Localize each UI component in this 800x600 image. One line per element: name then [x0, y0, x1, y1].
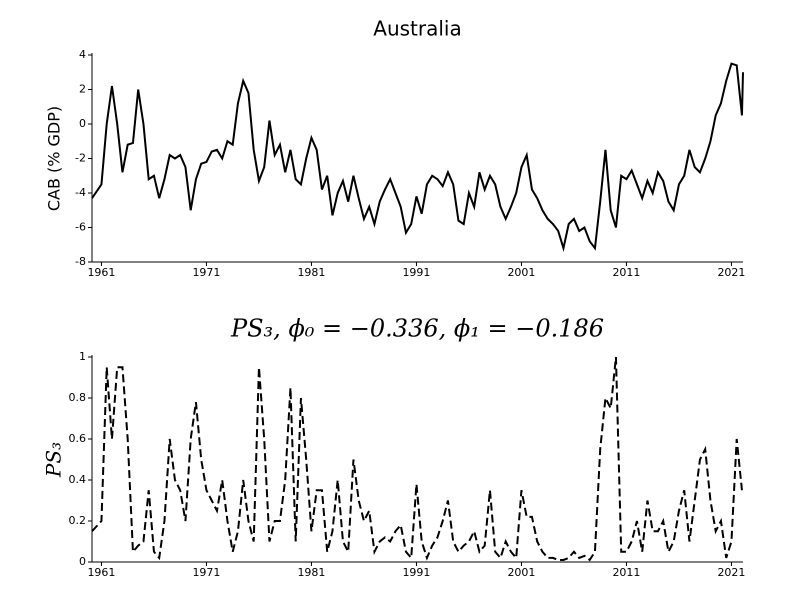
x-tick-label: 2021 — [717, 566, 745, 579]
y-tick-label: 4 — [79, 48, 86, 61]
x-tick-label: 1991 — [402, 266, 430, 279]
chart-title: PS₃, ϕ₀ = −0.336, ϕ₁ = −0.186 — [230, 315, 604, 343]
y-axis-label: CAB (% GDP) — [45, 106, 64, 211]
y-tick-label: 2 — [79, 83, 86, 96]
x-tick-label: 2011 — [612, 566, 640, 579]
y-tick-label: 0.4 — [69, 473, 87, 486]
x-tick-label: 1981 — [297, 566, 325, 579]
y-tick-label: -4 — [75, 186, 86, 199]
y-tick-label: 0 — [79, 555, 86, 568]
x-tick-label: 1971 — [192, 566, 220, 579]
y-tick-label: 0.6 — [69, 432, 87, 445]
x-tick-label: 1981 — [297, 266, 325, 279]
y-tick-label: 1 — [79, 350, 86, 363]
x-tick-label: 2011 — [612, 266, 640, 279]
x-tick-label: 1971 — [192, 266, 220, 279]
y-tick-label: 0.8 — [69, 391, 87, 404]
y-tick-label: -6 — [75, 221, 86, 234]
y-tick-label: -8 — [75, 255, 86, 268]
x-tick-label: 2001 — [507, 566, 535, 579]
x-tick-label: 2001 — [507, 266, 535, 279]
series-line — [91, 356, 743, 562]
series-line — [91, 62, 744, 253]
y-tick-label: -2 — [75, 152, 86, 165]
chart-title: Australia — [373, 17, 461, 41]
x-tick-label: 2021 — [717, 266, 745, 279]
y-axis-label: PS₃ — [42, 442, 66, 478]
y-tick-label: 0 — [79, 117, 86, 130]
x-tick-label: 1961 — [87, 266, 115, 279]
y-tick-label: 0.2 — [69, 514, 87, 527]
x-tick-label: 1991 — [402, 566, 430, 579]
x-tick-label: 1961 — [87, 566, 115, 579]
